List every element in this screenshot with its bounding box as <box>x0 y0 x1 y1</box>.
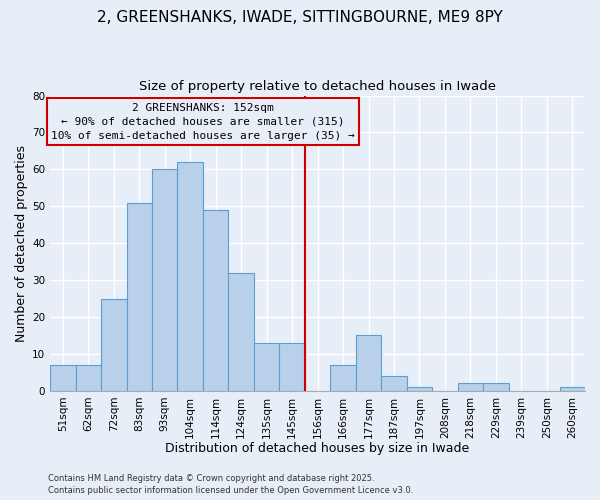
Bar <box>178 162 203 391</box>
Bar <box>381 376 407 391</box>
Text: 2 GREENSHANKS: 152sqm
← 90% of detached houses are smaller (315)
10% of semi-det: 2 GREENSHANKS: 152sqm ← 90% of detached … <box>51 103 355 141</box>
Bar <box>254 343 280 391</box>
Bar <box>76 365 101 391</box>
Bar <box>50 365 76 391</box>
Bar <box>101 298 127 391</box>
Text: 2, GREENSHANKS, IWADE, SITTINGBOURNE, ME9 8PY: 2, GREENSHANKS, IWADE, SITTINGBOURNE, ME… <box>97 10 503 25</box>
Bar <box>560 387 585 391</box>
Bar <box>331 365 356 391</box>
Bar <box>229 272 254 391</box>
Bar <box>127 202 152 391</box>
Bar <box>483 384 509 391</box>
Bar <box>152 170 178 391</box>
X-axis label: Distribution of detached houses by size in Iwade: Distribution of detached houses by size … <box>166 442 470 455</box>
Text: Contains HM Land Registry data © Crown copyright and database right 2025.
Contai: Contains HM Land Registry data © Crown c… <box>48 474 413 495</box>
Bar <box>203 210 229 391</box>
Title: Size of property relative to detached houses in Iwade: Size of property relative to detached ho… <box>139 80 496 93</box>
Bar <box>280 343 305 391</box>
Bar <box>458 384 483 391</box>
Bar <box>407 387 432 391</box>
Y-axis label: Number of detached properties: Number of detached properties <box>15 144 28 342</box>
Bar <box>356 336 381 391</box>
